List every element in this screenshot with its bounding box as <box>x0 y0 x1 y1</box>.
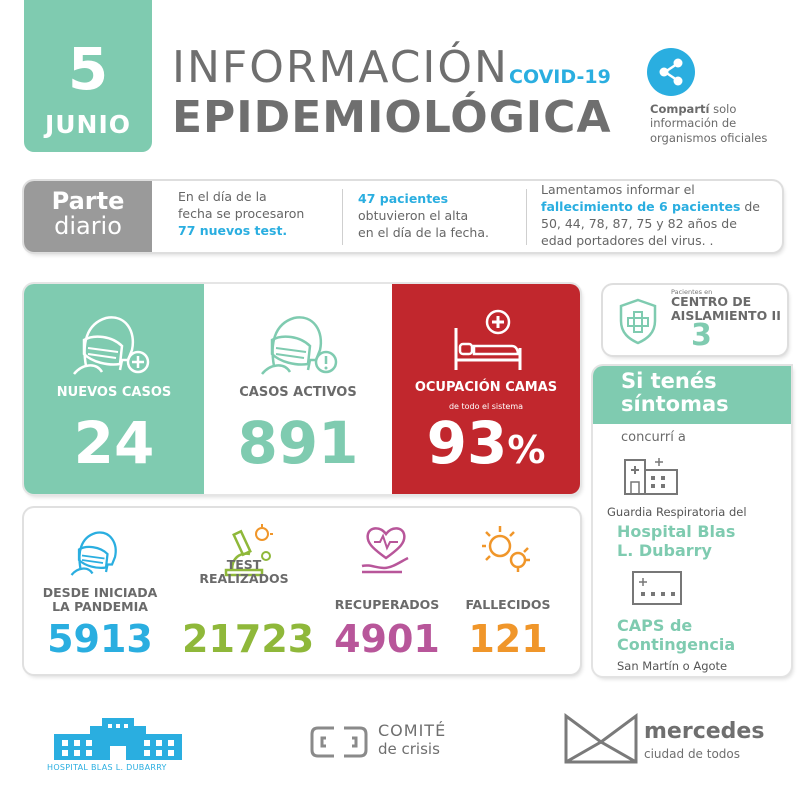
comite-logo <box>310 726 368 758</box>
parte-col3-d: edad portadores del virus. . <box>541 232 714 248</box>
parte-label-1: Parte <box>51 187 125 215</box>
share-bold: Compartí <box>650 102 710 116</box>
title-line1: INFORMACIÓN <box>172 42 509 93</box>
parte-label-2: diario <box>54 212 122 241</box>
fallecidos-label: FALLECIDOS <box>465 597 551 612</box>
parte-col3-hl-after: de <box>740 198 760 214</box>
parte-diario-label: Parte diario <box>24 181 152 252</box>
camas-number: 93 <box>426 409 508 477</box>
divider <box>526 189 527 245</box>
recuperados-label: RECUPERADOS <box>334 597 440 612</box>
title-line2: EPIDEMIOLÓGICA <box>172 92 612 143</box>
masked-person-icon <box>70 531 117 576</box>
share-rest-3: organismos oficiales <box>650 130 768 145</box>
ocupacion-camas-label: OCUPACIÓN CAMAS <box>414 380 558 395</box>
share-rest-2: información de <box>650 116 737 131</box>
mercedes-title: mercedes <box>644 719 765 744</box>
parte-col1-hl: 77 nuevos test. <box>178 222 288 238</box>
shield-cross-icon <box>619 298 657 345</box>
virus-icon <box>482 526 530 572</box>
test-label: TEST REALIZADOS <box>184 557 304 587</box>
nuevos-casos-value: 24 <box>73 409 155 477</box>
share-note: Compartí solo información de organismos … <box>650 102 790 145</box>
caps-building-icon <box>632 571 682 605</box>
centro-small-label: Pacientes en <box>671 288 713 296</box>
mercedes-logo <box>564 713 638 764</box>
hospital-name: Hospital Blas L. Dubarry <box>617 522 735 560</box>
hospital-name-2: L. Dubarry <box>617 541 712 561</box>
ocupacion-camas-value: 93% <box>392 414 580 472</box>
parte-col2-b: obtuvieron el alta <box>358 207 469 223</box>
ocupacion-camas-sub: de todo el sistema <box>448 402 524 411</box>
test-label-1: TEST <box>226 557 262 572</box>
fallecidos-value: 121 <box>468 617 548 661</box>
parte-col-fallecimientos: Lamentamos informar el fallecimiento de … <box>541 182 760 250</box>
parte-col-altas: 47 pacientes obtuvieron el alta en el dí… <box>358 191 489 242</box>
casos-activos-label: CASOS ACTIVOS <box>239 385 357 400</box>
parte-col1-b: fecha se procesaron <box>178 205 305 221</box>
date-month: JUNIO <box>44 110 132 139</box>
masked-person-alert-icon <box>261 316 338 375</box>
totals-panel: DESDE INICIADA LA PANDEMIA 5913 TEST REA… <box>24 508 580 674</box>
centro-value: 3 <box>691 318 712 353</box>
divider <box>342 189 343 245</box>
main-stats-panel: NUEVOS CASOS 24 CASOS ACTIVOS 891 OCUPA <box>24 284 580 494</box>
casos-activos-cell: CASOS ACTIVOS 891 <box>204 284 392 494</box>
recuperados-value: 4901 <box>334 617 440 661</box>
date-badge: 5 JUNIO <box>24 0 152 152</box>
date-day: 5 <box>67 35 109 103</box>
microscope-icon <box>224 524 273 577</box>
sintomas-head-1: Si tenés <box>621 369 717 393</box>
share-icon[interactable] <box>647 48 695 96</box>
pandemia-label-2: LA PANDEMIA <box>52 599 148 615</box>
caps-address: San Martín o Agote <box>617 659 728 673</box>
guardia-label: Guardia Respiratoria del <box>607 505 747 519</box>
centro-title: CENTRO DE AISLAMIENTO II <box>671 295 781 323</box>
comite-subtitle: de crisis <box>378 740 440 758</box>
sintomas-head-2: síntomas <box>621 392 729 417</box>
sintomas-card: Si tenés síntomas concurrí a Guardia Res… <box>593 366 791 676</box>
casos-activos-value: 891 <box>237 409 359 477</box>
caps-name-1: CAPS de <box>617 616 693 635</box>
caps-name: CAPS de Contingencia <box>617 616 735 654</box>
concurri-label: concurrí a <box>621 430 686 445</box>
parte-col2-hl: 47 pacientes <box>358 191 449 206</box>
mercedes-subtitle: ciudad de todos <box>644 747 741 761</box>
share-rest-1: solo <box>709 102 737 116</box>
hospital-logo <box>54 718 182 760</box>
centro-aislamiento-card: Pacientes en CENTRO DE AISLAMIENTO II 3 <box>603 285 787 355</box>
hospital-logo-text: HOSPITAL BLAS L. DUBARRY <box>47 763 167 772</box>
caps-name-2: Contingencia <box>617 635 736 655</box>
nuevos-casos-cell: NUEVOS CASOS 24 <box>24 284 204 494</box>
hospital-name-1: Hospital Blas <box>617 522 736 541</box>
parte-col2-c: en el día de la fecha. <box>358 224 489 240</box>
sintomas-heading: Si tenés síntomas <box>593 366 791 424</box>
ocupacion-camas-cell: OCUPACIÓN CAMAS de todo el sistema 93% <box>392 284 580 494</box>
pandemia-label: DESDE INICIADA LA PANDEMIA <box>30 585 170 615</box>
comite-title: COMITÉ <box>378 721 447 740</box>
pandemia-value: 5913 <box>47 617 153 661</box>
parte-col3-hl: fallecimiento de 6 pacientes <box>541 198 741 214</box>
hospital-building-icon <box>624 458 678 495</box>
camas-unit: % <box>507 428 546 472</box>
hospital-bed-icon <box>454 309 522 370</box>
centro-title-1: CENTRO DE <box>671 294 752 309</box>
heart-hand-icon <box>361 527 409 574</box>
parte-col1-a: En el día de la <box>178 189 267 204</box>
masked-person-icon <box>73 316 150 375</box>
parte-col3-a: Lamentamos informar el <box>541 182 695 197</box>
test-value: 21723 <box>182 617 315 661</box>
parte-col3-c: 50, 44, 78, 87, 75 y 82 años de <box>541 215 737 231</box>
centro-title-2: AISLAMIENTO II <box>671 307 781 323</box>
test-label-2: REALIZADOS <box>199 571 289 587</box>
covid-tag: COVID-19 <box>509 66 611 88</box>
parte-col-tests: En el día de la fecha se procesaron 77 n… <box>178 189 304 240</box>
pandemia-label-1: DESDE INICIADA <box>42 585 158 600</box>
parte-diario-panel: Parte diario En el día de la fecha se pr… <box>24 181 782 252</box>
nuevos-casos-label: NUEVOS CASOS <box>56 385 172 400</box>
